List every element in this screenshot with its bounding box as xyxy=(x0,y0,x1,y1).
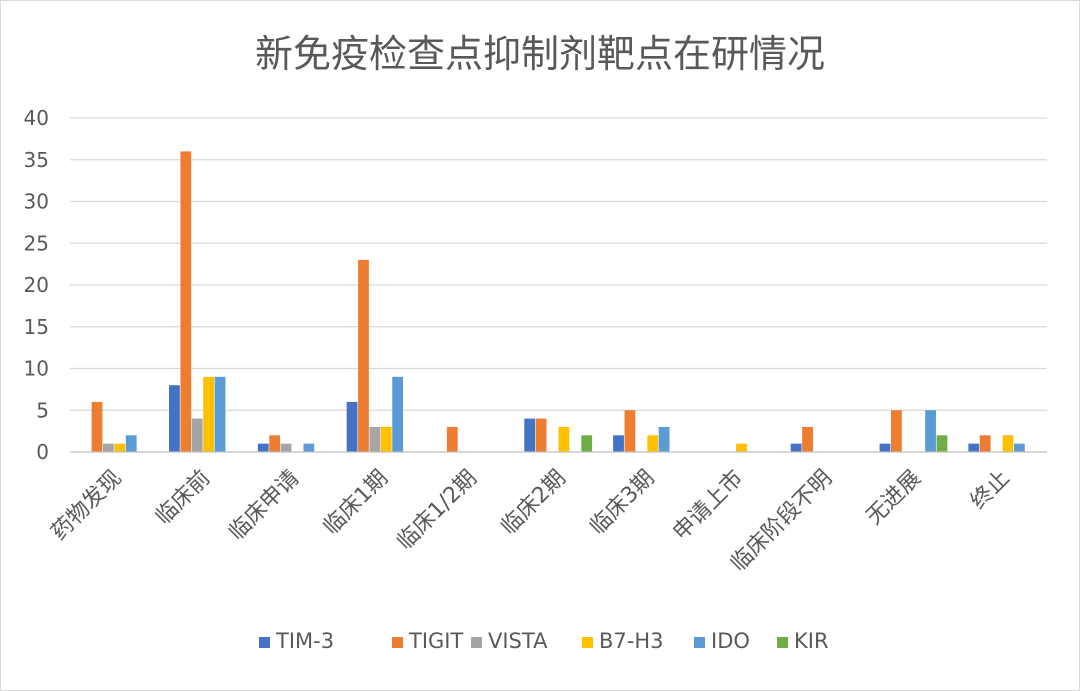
bar-b7-h3-1 xyxy=(203,376,215,452)
y-tick-label: 40 xyxy=(24,106,49,130)
legend-swatch-b7-h3 xyxy=(582,637,593,648)
bar-tigit-6 xyxy=(624,410,636,452)
bar-tigit-3 xyxy=(358,259,369,452)
y-tick-label: 15 xyxy=(24,315,49,339)
bar-tim-3-9 xyxy=(879,443,891,452)
bar-tim-3-8 xyxy=(790,443,802,452)
x-category-label: 临床前 xyxy=(151,466,215,530)
y-tick-label: 5 xyxy=(36,398,49,422)
bar-vista-0 xyxy=(103,443,114,452)
bar-tim-3-3 xyxy=(346,401,358,452)
bar-vista-1 xyxy=(191,418,203,452)
x-category-label: 临床3期 xyxy=(585,466,659,540)
bar-ido-6 xyxy=(658,426,670,452)
legend-swatch-ido xyxy=(694,637,705,648)
bar-tim-3-10 xyxy=(968,443,980,452)
bars xyxy=(91,151,1025,452)
y-axis-ticks: 0 5 10 15 20 25 30 35 40 xyxy=(24,106,49,464)
bar-b7-h3-6 xyxy=(647,435,659,452)
y-tick-label: 25 xyxy=(24,231,49,255)
y-tick-label: 10 xyxy=(24,357,49,381)
bar-tigit-0 xyxy=(91,401,103,452)
bar-ido-3 xyxy=(392,376,404,452)
legend-swatch-tim-3 xyxy=(259,637,270,648)
bar-tigit-10 xyxy=(979,435,991,452)
y-tick-label: 35 xyxy=(24,148,49,172)
bar-b7-h3-10 xyxy=(1002,435,1014,452)
bar-b7-h3-3 xyxy=(380,426,392,452)
bar-b7-h3-7 xyxy=(736,443,747,452)
bar-tigit-2 xyxy=(269,435,281,452)
x-category-label: 临床1/2期 xyxy=(393,466,482,555)
gridlines xyxy=(70,117,1047,411)
bar-tim-3-5 xyxy=(524,418,536,452)
bar-ido-9 xyxy=(925,410,936,452)
bar-tim-3-2 xyxy=(257,443,269,452)
bar-tigit-5 xyxy=(535,418,547,452)
bar-tim-3-1 xyxy=(169,385,180,452)
legend-label: KIR xyxy=(794,629,829,653)
legend-swatch-kir xyxy=(777,637,788,648)
x-category-label: 临床2期 xyxy=(496,466,570,540)
legend-swatch-vista xyxy=(471,637,482,648)
legend-swatch-tigit xyxy=(392,637,403,648)
legend-label: TIGIT xyxy=(408,629,463,653)
x-category-label: 药物发现 xyxy=(47,466,127,546)
bar-vista-3 xyxy=(369,426,381,452)
bar-tigit-8 xyxy=(802,426,813,452)
x-category-label: 临床1期 xyxy=(319,466,393,540)
bar-tigit-9 xyxy=(890,410,902,452)
chart-title: 新免疫检查点抑制剂靶点在研情况 xyxy=(255,32,825,76)
y-tick-label: 30 xyxy=(24,190,49,214)
bar-b7-h3-0 xyxy=(114,443,126,452)
legend-label: B7-H3 xyxy=(599,629,664,653)
legend-label: IDO xyxy=(711,629,750,653)
x-axis-labels: 药物发现 临床前 临床申请 临床1期 临床1/2期 临床2期 临床3期 申请上市临床阶段不明无… xyxy=(47,466,1015,577)
bar-kir-5 xyxy=(581,435,593,452)
bar-kir-9 xyxy=(936,435,948,452)
y-tick-label: 0 xyxy=(36,440,49,464)
x-category-label: 终止 xyxy=(966,466,1015,515)
legend: TIM-3 TIGIT VISTA B7-H3 IDO KIR xyxy=(259,629,829,653)
legend-label: TIM-3 xyxy=(275,629,334,653)
bar-ido-10 xyxy=(1013,443,1025,452)
x-category-label: 申请上市 xyxy=(668,466,748,546)
bar-b7-h3-5 xyxy=(558,426,570,452)
x-category-label: 无进展 xyxy=(862,466,926,530)
y-tick-label: 20 xyxy=(24,273,49,297)
bar-tim-3-6 xyxy=(613,435,624,452)
x-category-label: 临床申请 xyxy=(224,466,304,546)
bar-ido-0 xyxy=(125,435,137,452)
bar-tigit-4 xyxy=(446,426,458,452)
bar-vista-2 xyxy=(280,443,292,452)
bar-tigit-1 xyxy=(180,151,192,452)
legend-label: VISTA xyxy=(488,629,548,653)
bar-ido-2 xyxy=(303,443,315,452)
bar-ido-1 xyxy=(214,376,226,452)
